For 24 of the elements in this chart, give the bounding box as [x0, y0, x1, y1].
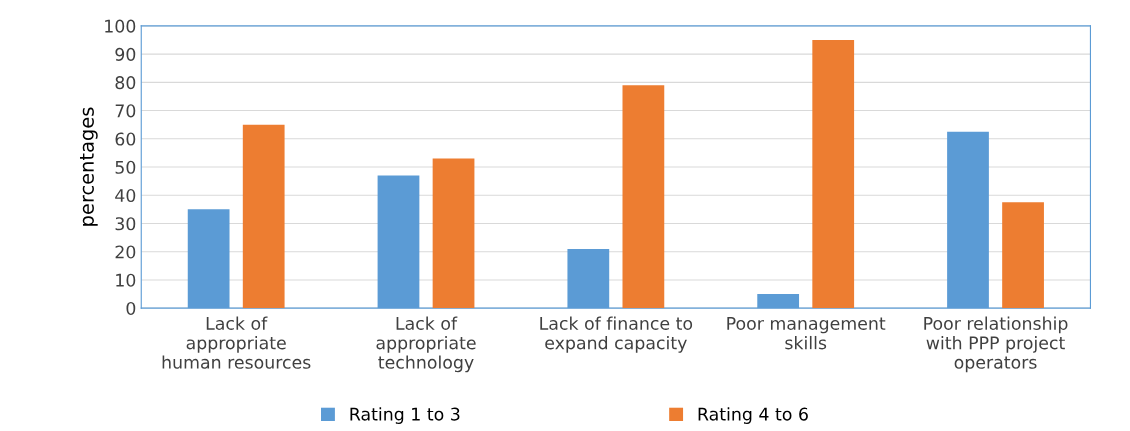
legend-label: Rating 1 to 3 [350, 407, 460, 424]
y-tick-label: 10 [116, 273, 136, 287]
y-tick-label: 60 [115, 132, 136, 146]
bar [432, 158, 475, 309]
x-tick-label: Lack of finance to expand capacity [540, 316, 693, 353]
y-tick-label: 20 [115, 245, 136, 259]
x-tick-label: Poor relationship with PPP project operators [924, 316, 1068, 373]
y-tick-label: 30 [115, 217, 136, 231]
y-tick-label: 70 [115, 104, 136, 118]
y-tick-label: 50 [115, 160, 136, 174]
legend-label: Rating 4 to 6 [698, 407, 808, 424]
x-tick-label: Lack of appropriate human resources [162, 316, 311, 369]
y-tick-label: 100 [105, 19, 136, 33]
y-tick-label: 80 [115, 76, 136, 90]
bar [812, 39, 855, 309]
y-tick-label: 90 [115, 47, 136, 61]
y-tick-label: 40 [115, 188, 136, 203]
bar [622, 85, 665, 309]
y-tick-label: 0 [126, 301, 136, 316]
y-axis-title: percentages [80, 107, 98, 226]
bar [242, 124, 285, 309]
bar [1002, 202, 1044, 309]
x-tick-label: Poor management skills [727, 317, 886, 350]
x-tick-label: Lack of appropriate technology [376, 316, 476, 373]
